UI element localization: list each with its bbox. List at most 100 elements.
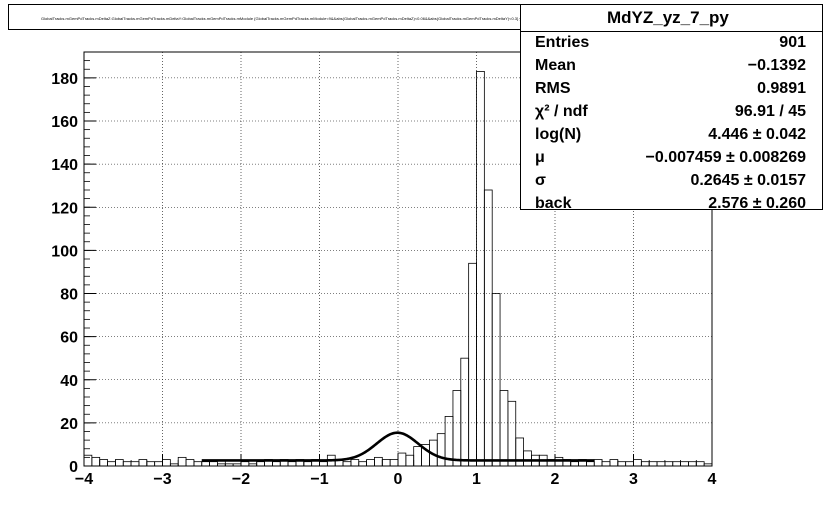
histogram-bar [256,461,265,467]
stats-box: MdYZ_yz_7_py Entries 901 Mean −0.1392 RMS 0.9… [520,4,823,212]
histogram-bar [91,456,101,467]
y-tick-label: 0 [69,459,78,476]
histogram-bar [586,461,595,467]
x-tick-label: 3 [629,471,638,488]
histogram-bar [366,459,375,467]
histogram-bar [460,357,470,467]
histogram-bar [99,459,108,467]
stats-histogram-name: MdYZ_yz_7_py [521,5,822,32]
histogram-bar [240,461,250,467]
histogram-bar [115,459,124,467]
histogram-bar [593,459,603,467]
x-tick-label: −2 [232,471,250,488]
histogram-bar [413,446,422,467]
x-tick-label: 1 [472,471,481,488]
histogram-bar [625,461,634,467]
histogram-bar [130,461,140,467]
histogram-bar [468,262,477,467]
histogram-bar [515,437,524,467]
histogram-bar [287,461,297,467]
stats-row: log(N) 4.446 ± 0.042 [521,126,822,148]
histogram-bar [570,461,579,467]
histogram-bar [664,461,674,467]
histogram-bar [499,390,509,467]
stats-row: RMS 0.9891 [521,80,822,102]
histogram-bar [523,450,532,467]
stats-value: −0.007459 ± 0.008269 [645,149,806,166]
histogram-bar [138,459,148,467]
stats-key: χ² / ndf [535,103,588,120]
chart-title-box: GlobalTracks.mGemPdTracks.mDeltaZ:Global… [8,4,595,30]
histogram-bar [688,461,697,467]
stats-value: 2.576 ± 0.260 [708,195,806,212]
histogram-bar [436,433,446,467]
histogram-bar [350,459,360,467]
histogram-bar [633,459,642,467]
histogram-bar [122,461,132,467]
stats-row: Entries 901 [521,34,822,56]
histogram-bar [609,459,619,467]
histogram-bar [83,454,93,467]
histogram-bar [695,461,705,467]
histogram-bar [303,461,313,467]
stats-value: 0.9891 [757,80,806,97]
histogram-bar [381,459,391,467]
stats-key: log(N) [535,126,582,143]
histogram-bar [476,71,485,467]
stats-key: RMS [535,80,571,97]
histogram-bar [389,459,399,467]
fit-curve [201,431,595,462]
histogram-bar [319,461,328,467]
y-tick-label: 100 [51,243,78,260]
stats-key: Mean [535,57,576,74]
stats-key: back [535,195,572,212]
histogram-bar [177,456,187,467]
histogram-bar [374,456,383,467]
stats-row: σ 0.2645 ± 0.0157 [521,172,822,194]
histogram-bar [640,461,650,467]
stats-value: 901 [779,34,806,51]
histogram-bar [342,461,352,467]
y-tick-label: 40 [60,373,78,390]
stats-key: σ [535,172,546,189]
y-tick-label: 60 [60,330,78,347]
x-tick-label: −3 [153,471,171,488]
histogram-bar [656,461,666,467]
stats-key: Entries [535,34,590,51]
histogram-bar [162,459,171,467]
histogram-bar [405,454,415,467]
histogram-bar [107,461,116,467]
y-tick-label: 120 [51,200,78,217]
histogram-bar [209,461,218,467]
histogram-bar [507,400,517,467]
histogram-bar [452,390,462,467]
stats-value: 96.91 / 45 [734,103,806,120]
stats-row: Mean −0.1392 [521,57,822,79]
stats-value: 0.2645 ± 0.0157 [690,172,806,189]
histogram-bar [358,461,367,467]
y-tick-label: 140 [51,157,78,174]
x-tick-label: −4 [75,471,93,488]
histogram-bar [648,461,658,467]
histogram-bar [271,461,281,467]
x-tick-label: 4 [708,471,717,488]
chart-title: GlobalTracks.mGemPdTracks.mDeltaZ:Global… [41,16,542,21]
histogram-bar [201,461,210,467]
histogram-bar [601,461,611,467]
stats-row: back 2.576 ± 0.260 [521,195,822,217]
histogram-bar [193,461,203,467]
y-tick-label: 180 [51,71,78,88]
histogram-bar [146,461,156,467]
histogram-bar [185,459,195,467]
histogram-bar [617,461,627,467]
x-tick-label: −1 [310,471,328,488]
y-tick-label: 80 [60,287,78,304]
stats-value: −0.1392 [747,57,806,74]
stats-value: 4.446 ± 0.042 [708,126,806,143]
stats-key: μ [535,149,545,166]
x-tick-label: 2 [551,471,560,488]
histogram-bar [680,461,689,467]
histogram-bar [397,452,407,467]
